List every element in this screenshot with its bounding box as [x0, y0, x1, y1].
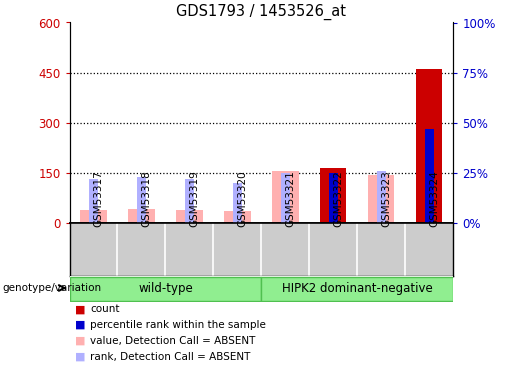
Bar — [425, 129, 434, 223]
Title: GDS1793 / 1453526_at: GDS1793 / 1453526_at — [176, 3, 347, 20]
Text: GSM53320: GSM53320 — [237, 170, 247, 227]
Bar — [70, 277, 261, 301]
Bar — [80, 210, 107, 223]
Bar — [329, 173, 338, 223]
Bar — [261, 277, 453, 301]
Bar — [281, 173, 289, 223]
Bar — [137, 177, 146, 223]
Text: ■: ■ — [75, 352, 85, 362]
Text: GSM53319: GSM53319 — [190, 170, 199, 227]
Bar — [128, 209, 154, 223]
Bar — [320, 168, 347, 223]
Bar — [233, 183, 242, 223]
Text: HIPK2 dominant-negative: HIPK2 dominant-negative — [282, 282, 433, 295]
Text: count: count — [90, 304, 119, 314]
Text: GSM53322: GSM53322 — [333, 170, 344, 227]
Text: ■: ■ — [75, 336, 85, 346]
Text: percentile rank within the sample: percentile rank within the sample — [90, 320, 266, 330]
Bar — [377, 171, 386, 223]
Bar — [224, 211, 251, 223]
Bar — [89, 179, 98, 223]
Text: ■: ■ — [75, 304, 85, 314]
Bar — [176, 210, 202, 223]
Text: value, Detection Call = ABSENT: value, Detection Call = ABSENT — [90, 336, 255, 346]
Text: GSM53323: GSM53323 — [381, 170, 391, 227]
Text: wild-type: wild-type — [138, 282, 193, 295]
Bar — [185, 179, 194, 223]
Bar — [368, 175, 394, 223]
Text: GSM53321: GSM53321 — [285, 170, 295, 227]
Bar — [416, 69, 442, 223]
Bar — [272, 171, 299, 223]
Text: ■: ■ — [75, 320, 85, 330]
Text: GSM53324: GSM53324 — [429, 170, 439, 227]
Text: GSM53317: GSM53317 — [94, 170, 104, 227]
Text: GSM53318: GSM53318 — [142, 170, 151, 227]
Text: rank, Detection Call = ABSENT: rank, Detection Call = ABSENT — [90, 352, 250, 362]
Text: genotype/variation: genotype/variation — [3, 283, 101, 293]
